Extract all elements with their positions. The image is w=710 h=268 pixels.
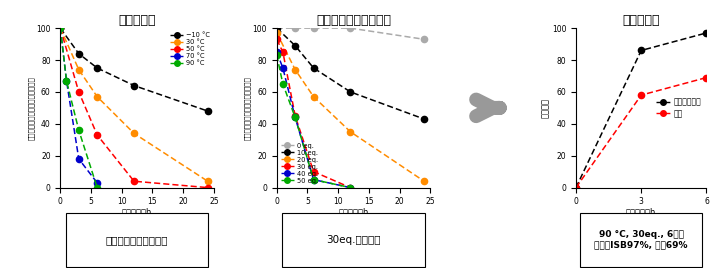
Legend: −10 °C, 30 °C, 50 °C, 70 °C, 90 °C: −10 °C, 30 °C, 50 °C, 70 °C, 90 °C [169,31,210,67]
Y-axis label: 収率／％: 収率／％ [541,98,550,118]
Legend: イソソルビド, 尿素: イソソルビド, 尿素 [655,97,703,119]
X-axis label: 反応時間／h: 反応時間／h [626,208,657,217]
Text: 温度が高いほど効率大: 温度が高いほど効率大 [106,235,168,245]
Legend: 0 eq., 10 eq., 20 eq., 30 eq., 40 eq., 50 eq.: 0 eq., 10 eq., 20 eq., 30 eq., 40 eq., 5… [280,142,319,184]
Y-axis label: カーボネート結合の残存割合／％: カーボネート結合の残存割合／％ [28,76,35,140]
Text: 90 °C, 30eq., 6時間
収率：ISB97%, 尿素69%: 90 °C, 30eq., 6時間 収率：ISB97%, 尿素69% [594,230,688,250]
Y-axis label: カーボネート結合の残存割合／％: カーボネート結合の残存割合／％ [244,76,251,140]
X-axis label: 反応時間／h: 反応時間／h [338,208,368,217]
Text: 30eq.で効率大: 30eq.で効率大 [326,235,381,245]
Title: アンモニア濃度依存性: アンモニア濃度依存性 [316,14,391,27]
Title: 最適化条件: 最適化条件 [623,14,660,27]
Title: 温度依存性: 温度依存性 [119,14,156,27]
X-axis label: 反応時間／h: 反応時間／h [122,208,152,217]
